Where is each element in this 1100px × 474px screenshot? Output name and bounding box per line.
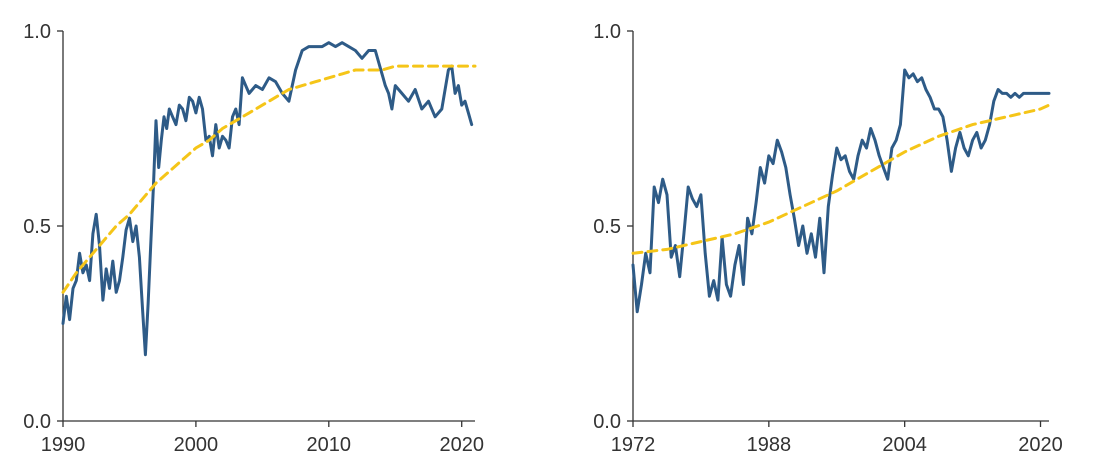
x-tick-label-left: 2000 — [174, 434, 219, 456]
y-tick-label-left: 1.0 — [23, 21, 51, 43]
series-line-right — [631, 68, 1051, 314]
trend-line-left — [61, 64, 477, 294]
series-line-left — [61, 41, 474, 357]
x-tick-label-left: 2020 — [439, 434, 484, 456]
y-tick-label-right: 0.5 — [593, 216, 621, 238]
x-tick-label-right: 1972 — [611, 434, 656, 456]
x-tick-label-left: 2010 — [307, 434, 352, 456]
trend-line-right — [631, 103, 1051, 255]
y-tick-label-right: 0.0 — [593, 411, 621, 433]
x-tick-label-left: 1990 — [41, 434, 86, 456]
y-tick-label-left: 0.5 — [23, 216, 51, 238]
x-tick-label-right: 1988 — [747, 434, 792, 456]
x-tick-label-right: 2020 — [1018, 434, 1063, 456]
y-tick-label-right: 1.0 — [593, 21, 621, 43]
x-tick-label-right: 2004 — [882, 434, 927, 456]
y-tick-label-left: 0.0 — [23, 411, 51, 433]
